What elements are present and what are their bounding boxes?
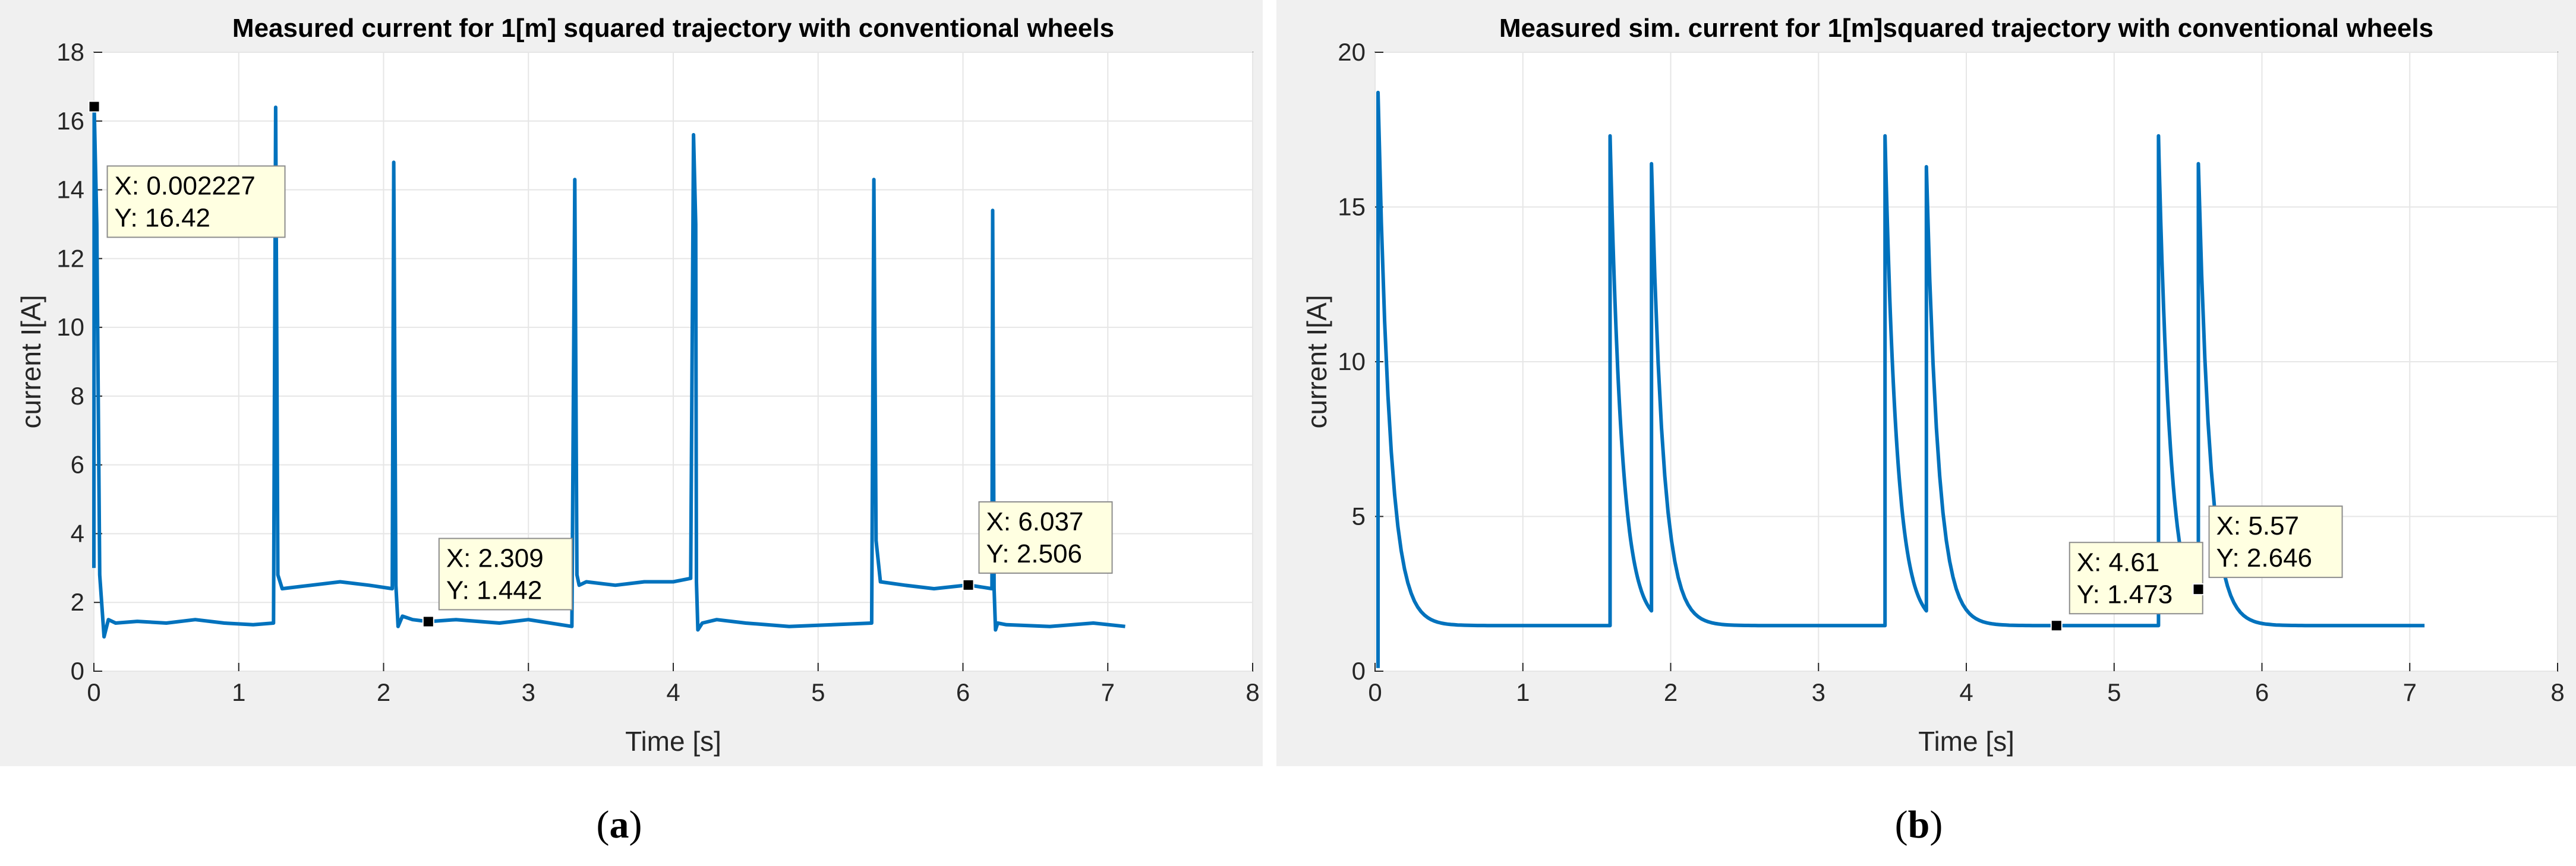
caption-b: (b) xyxy=(1895,803,1943,846)
datatip-marker[interactable] xyxy=(422,615,434,628)
datatip-y-text: Y: 2.646 xyxy=(2216,543,2312,573)
datatip-x-text: X: 2.309 xyxy=(446,544,544,573)
y-tick-label: 5 xyxy=(1352,502,1366,530)
y-tick-label: 4 xyxy=(71,519,84,547)
datatip-marker[interactable] xyxy=(2050,620,2063,632)
datatip[interactable]: X: 5.57Y: 2.646 xyxy=(2192,505,2343,596)
x-tick-label: 0 xyxy=(1368,678,1382,706)
y-tick-label: 12 xyxy=(56,244,84,272)
datatip-y-text: Y: 1.442 xyxy=(446,576,542,605)
x-tick-label: 2 xyxy=(1664,678,1678,706)
datatip-y-text: Y: 2.506 xyxy=(986,539,1082,568)
x-tick-label: 7 xyxy=(2403,678,2417,706)
datatip-box xyxy=(106,165,286,238)
panel-a-title: Measured current for 1[m] squared trajec… xyxy=(232,14,1114,43)
panel-b-ticks: 0 1 2 3 4 5 6 7 8 0 5 10 15 20 xyxy=(1338,38,2564,706)
caption-b-letter: b xyxy=(1908,803,1930,846)
caption-a-letter: a xyxy=(610,803,629,846)
datatip-x-text: X: 4.61 xyxy=(2077,548,2159,577)
x-tick-label: 3 xyxy=(522,678,535,706)
datatip-x-text: X: 6.037 xyxy=(986,507,1084,536)
panel-a-y-axis-label: current I[A] xyxy=(15,295,46,429)
datatip-marker[interactable] xyxy=(88,100,100,113)
datatip-y-text: Y: 16.42 xyxy=(115,203,210,232)
datatip-x-text: X: 0.002227 xyxy=(115,171,256,200)
x-tick-label: 3 xyxy=(1812,678,1825,706)
y-tick-label: 14 xyxy=(56,176,84,204)
x-tick-label: 0 xyxy=(87,678,100,706)
x-tick-label: 8 xyxy=(2550,678,2564,706)
x-tick-label: 6 xyxy=(956,678,970,706)
y-tick-label: 15 xyxy=(1338,193,1366,221)
x-tick-label: 6 xyxy=(2255,678,2269,706)
panel-b-title: Measured sim. current for 1[m]squared tr… xyxy=(1499,14,2433,43)
y-tick-label: 10 xyxy=(1338,347,1366,375)
x-tick-label: 1 xyxy=(232,678,245,706)
datatip[interactable]: X: 2.309 Y: 1.442 xyxy=(422,538,573,628)
panel-a-series-line xyxy=(92,105,1125,639)
x-tick-label: 4 xyxy=(666,678,680,706)
x-tick-label: 7 xyxy=(1101,678,1115,706)
y-tick-label: 6 xyxy=(71,451,84,479)
x-tick-label: 5 xyxy=(811,678,825,706)
datatip[interactable]: X: 0.002227 Y: 16.42 xyxy=(88,100,286,238)
y-tick-label: 16 xyxy=(56,107,84,135)
y-tick-label: 20 xyxy=(1338,38,1366,66)
y-tick-label: 2 xyxy=(71,588,84,616)
panel-b-datatips[interactable]: X: 4.61 Y: 1.473 X: 5.57Y: 2.646 xyxy=(2050,505,2343,632)
datatip-box xyxy=(438,538,573,611)
datatip-box xyxy=(978,501,1113,574)
datatip-marker[interactable] xyxy=(2192,583,2205,596)
datatip-box xyxy=(2208,505,2343,579)
datatip-marker[interactable] xyxy=(962,579,975,591)
datatip-box xyxy=(2069,542,2203,615)
x-tick-label: 5 xyxy=(2107,678,2121,706)
y-tick-label: 0 xyxy=(1352,657,1366,685)
panel-a-datatips[interactable]: X: 0.002227 Y: 16.42 X: 2.309 Y: 1.442 X: 6.… xyxy=(88,100,1113,628)
panel-b-y-axis-label: current I[A] xyxy=(1301,295,1332,429)
y-tick-label: 8 xyxy=(71,382,84,410)
x-tick-label: 4 xyxy=(1959,678,1973,706)
x-tick-label: 8 xyxy=(1246,678,1259,706)
datatip[interactable]: X: 6.037 Y: 2.506 xyxy=(962,501,1113,591)
datatip-y-text: Y: 1.473 xyxy=(2077,580,2173,609)
panel-a-x-axis-label: Time [s] xyxy=(625,726,721,757)
y-tick-label: 0 xyxy=(71,657,84,685)
panel-b: 0 1 2 3 4 5 6 7 8 0 5 10 15 20 X: 4.61 Y: 1.473 X: 5.57… xyxy=(1276,0,2576,766)
x-tick-label: 1 xyxy=(1516,678,1530,706)
datatip-x-text: X: 5.57 xyxy=(2216,511,2299,541)
datatip[interactable]: X: 4.61 Y: 1.473 xyxy=(2050,542,2203,632)
caption-a: (a) xyxy=(597,803,642,846)
x-tick-label: 2 xyxy=(377,678,390,706)
y-tick-label: 10 xyxy=(56,313,84,341)
y-tick-label: 18 xyxy=(56,38,84,66)
panel-b-x-axis-label: Time [s] xyxy=(1918,726,2014,757)
